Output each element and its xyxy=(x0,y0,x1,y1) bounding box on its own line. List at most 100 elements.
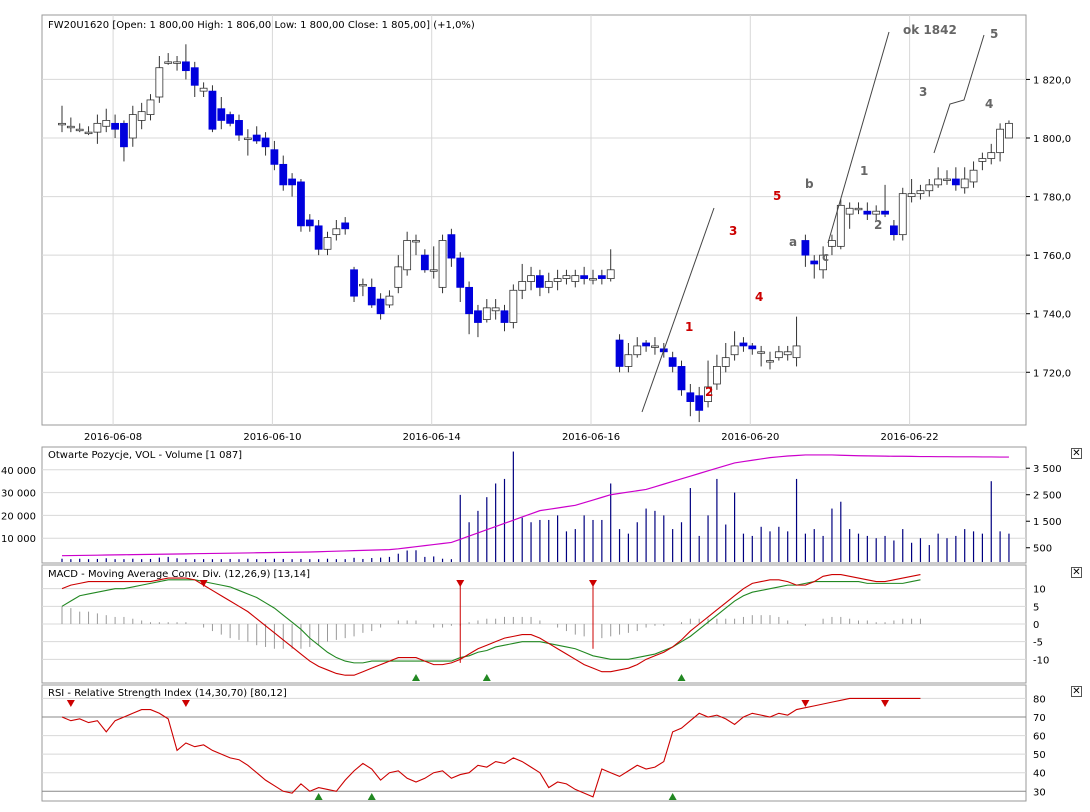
candle-body xyxy=(845,207,854,215)
candle-body xyxy=(898,193,907,236)
price-y-tick-label: 1 740,0 xyxy=(1033,310,1071,321)
price-y-tick-label: 1 760,0 xyxy=(1033,251,1071,262)
candle-body xyxy=(420,254,429,271)
candle-body xyxy=(987,152,996,159)
candle-body xyxy=(960,178,969,189)
candle-body xyxy=(111,122,119,130)
candle-body xyxy=(350,269,358,297)
candle-body xyxy=(297,181,305,227)
candle-body xyxy=(376,298,385,315)
candle-body xyxy=(969,169,978,183)
candle-body xyxy=(270,149,279,165)
candle-body xyxy=(491,307,500,312)
candle-body xyxy=(527,275,535,282)
close-rsi-panel-button[interactable]: ✕ xyxy=(1071,686,1082,697)
date-tick-label: 2016-06-20 xyxy=(721,432,779,443)
candle-body xyxy=(1005,122,1013,139)
candle-body xyxy=(243,137,252,140)
candle-body xyxy=(474,310,482,323)
candle-body xyxy=(155,67,164,98)
candle-body xyxy=(412,240,420,243)
volume-right-tick-label: 1 500 xyxy=(1033,517,1062,528)
candle-body xyxy=(730,345,739,356)
macd-title: MACD - Moving Average Conv. Div. (12,26,… xyxy=(48,569,310,580)
candle-body xyxy=(146,99,155,115)
candle-body xyxy=(819,254,827,271)
price-title: FW20U1620 [Open: 1 800,00 High: 1 806,00… xyxy=(48,20,475,31)
candle-body xyxy=(394,266,403,288)
projection-line xyxy=(933,34,985,154)
rsi-line xyxy=(61,697,921,798)
rsi-sell-marker xyxy=(181,700,190,707)
candle-body xyxy=(695,395,704,411)
grey-wave-1: 1 xyxy=(860,164,868,178)
candle-body xyxy=(872,210,881,215)
candle-body xyxy=(173,61,181,64)
rsi-tick-label: 80 xyxy=(1033,694,1046,705)
rsi-sell-marker xyxy=(801,700,810,707)
candle-body xyxy=(854,207,863,211)
candle-body xyxy=(226,114,235,124)
candle-body xyxy=(235,120,243,136)
candle-body xyxy=(332,228,341,236)
candle-body xyxy=(500,310,509,323)
candle-body xyxy=(996,128,1004,154)
candle-body xyxy=(721,357,730,367)
volume-left-tick-label: 40 000 xyxy=(1,466,36,477)
candle-body xyxy=(943,178,951,181)
candle-body xyxy=(199,87,208,92)
price-panel xyxy=(41,14,1027,426)
macd-tick-label: 5 xyxy=(1033,602,1039,613)
rsi-sell-marker xyxy=(66,700,75,707)
candle-body xyxy=(624,354,633,367)
candle-body xyxy=(907,193,916,197)
candle-body xyxy=(120,122,128,148)
candle-body xyxy=(279,163,288,186)
volume-panel xyxy=(41,446,1027,564)
candle-body xyxy=(606,269,615,279)
macd-tick-label: 10 xyxy=(1033,585,1046,596)
candle-body xyxy=(456,257,465,288)
date-tick-label: 2016-06-08 xyxy=(84,432,142,443)
candle-body xyxy=(102,120,111,127)
candle-body xyxy=(323,237,332,250)
candle-body xyxy=(677,366,686,391)
candle-body xyxy=(739,342,748,347)
candle-body xyxy=(358,284,367,287)
candle-body xyxy=(713,366,721,385)
volume-right-tick-label: 3 500 xyxy=(1033,464,1062,475)
candle-body xyxy=(916,190,925,195)
candle-body xyxy=(190,67,199,86)
rsi-tick-label: 40 xyxy=(1033,769,1046,780)
red-wave-2: 2 xyxy=(705,385,713,399)
grey-wave-c: c xyxy=(822,250,829,264)
candle-body xyxy=(181,61,190,72)
candle-body xyxy=(93,122,102,133)
close-macd-panel-button[interactable]: ✕ xyxy=(1071,567,1082,578)
price-y-tick-label: 1 800,0 xyxy=(1033,134,1071,145)
candle-body xyxy=(615,339,624,367)
rsi-buy-marker xyxy=(314,793,323,800)
candle-body xyxy=(836,204,845,247)
candle-body xyxy=(208,90,217,130)
red-wave-5: 5 xyxy=(773,189,781,203)
rsi-tick-label: 70 xyxy=(1033,713,1046,724)
volume-right-tick-label: 2 500 xyxy=(1033,491,1062,502)
candle-body xyxy=(766,360,774,363)
grey-wave-5: 5 xyxy=(990,27,998,41)
close-volume-panel-button[interactable]: ✕ xyxy=(1071,448,1082,459)
candle-body xyxy=(642,342,650,347)
candle-body xyxy=(252,134,261,142)
candle-body xyxy=(367,286,376,306)
candle-body xyxy=(881,210,889,215)
candle-body xyxy=(668,357,677,367)
rsi-buy-marker xyxy=(367,793,376,800)
candle-body xyxy=(571,275,580,282)
candle-body xyxy=(810,260,819,265)
candle-body xyxy=(465,286,474,315)
buy-marker xyxy=(677,674,686,681)
date-tick-label: 2016-06-16 xyxy=(562,432,620,443)
trendline xyxy=(641,207,715,413)
red-wave-3: 3 xyxy=(729,224,737,238)
